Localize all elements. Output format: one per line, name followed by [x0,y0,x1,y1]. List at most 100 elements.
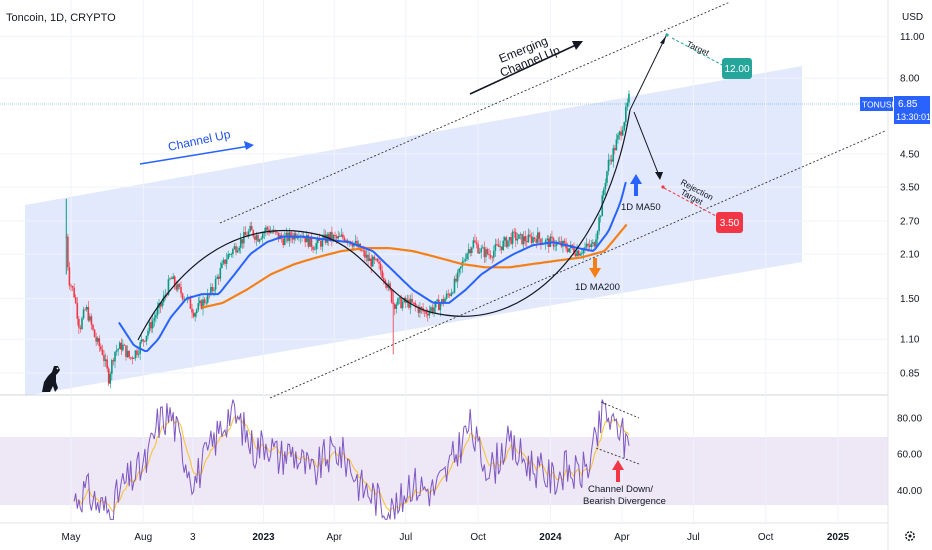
candle-body-357 [626,102,629,107]
candle-body-93 [211,286,214,291]
candle-body-254 [464,258,467,261]
candle-body-277 [500,246,503,251]
candle-body-66 [169,278,171,280]
candle-body-71 [177,284,179,290]
candle-body-42 [131,357,134,359]
price-tick-7: 1.10 [900,335,920,346]
symbol-tag: TONUSD [862,100,898,110]
candle-body-262 [477,244,479,254]
candle-body-345 [607,159,610,172]
candle-body-80 [191,308,193,313]
candle-body-38 [125,345,127,357]
candle-body-116 [247,231,250,237]
candle-body-337 [595,239,597,247]
time-tick-6: Oct [470,532,486,543]
candle-body-198 [376,258,379,262]
candle-body-48 [140,339,143,343]
candle-body-63 [164,294,167,296]
candle-body-211 [397,298,399,305]
candle-body-34 [118,342,121,349]
candle-body-99 [221,263,223,269]
candle-body-52 [147,330,149,336]
target-low-value: 3.50 [720,218,740,229]
candle-body-9 [79,327,82,329]
candle-body-355 [623,122,626,130]
candle-body-156 [310,236,313,247]
candle-body-135 [277,232,280,240]
candle-body-44 [134,350,137,359]
candle-body-218 [408,299,410,308]
candle-body-155 [309,236,311,247]
candle-body-329 [582,248,585,254]
candle-body-110 [238,247,240,251]
candle-body-143 [290,232,292,238]
candle-body-192 [367,254,369,261]
candle-body-305 [544,240,547,245]
candle-body-24 [103,354,105,362]
candle-body-109 [236,250,239,253]
rsi-axis[interactable]: 80.00 60.00 40.00 [897,413,922,497]
candle-body-290 [521,234,523,245]
candle-body-107 [233,246,236,250]
candle-body-151 [302,237,305,239]
candle-body-328 [581,253,583,255]
ma50-label: 1D MA50 [621,202,661,213]
candle-body-228 [423,311,426,313]
candle-body-95 [214,278,217,290]
candle-body-350 [615,139,618,151]
candle-body-343 [604,182,607,190]
dino-logo-icon [42,366,60,392]
price-axis[interactable]: 11.00 8.00 4.50 3.50 2.70 2.10 1.50 1.10 0.85 [900,32,925,380]
candle-body-314 [559,241,561,243]
candle-body-160 [316,238,319,244]
candle-body-46 [137,353,140,355]
candle-body-332 [587,243,589,246]
candle-body-147 [296,237,299,239]
candle-body-170 [332,235,335,240]
ma50-line [118,181,627,353]
candle-body-320 [568,248,571,252]
candle-body-342 [603,189,605,196]
candle-body-43 [133,358,135,360]
candle-body-19 [95,337,97,342]
candle-body-69 [173,276,176,286]
candle-body-297 [532,237,534,243]
candle-body-120 [254,236,256,240]
candle-body-306 [546,238,549,241]
target-high-badge: 12.00 [722,58,752,79]
candle-body-17 [92,324,94,330]
candle-body-317 [563,240,566,244]
candle-body-163 [321,238,324,247]
candle-body-169 [331,231,333,240]
candle-body-243 [447,293,450,295]
candle-body-85 [199,300,201,304]
candle-body-105 [230,254,233,255]
candle-body-21 [98,338,101,347]
candle-body-36 [122,344,124,351]
candle-body-349 [614,148,616,151]
time-axis[interactable]: May Aug 3 2023 Apr Jul Oct 2024 Apr Jul Oct 2025 [62,532,850,543]
candle-body-246 [452,292,454,294]
candle-body-287 [516,238,519,241]
candle-body-296 [530,236,533,243]
candle-body-121 [255,235,258,240]
candle-body-123 [258,239,261,242]
candle-body-260 [474,240,476,243]
candle-body-212 [398,297,401,299]
settings-gear-icon[interactable] [905,531,915,541]
candle-body-248 [455,278,457,282]
candle-body-273 [494,244,497,251]
candle-body-125 [261,233,264,239]
candle-body-101 [224,259,226,264]
ma200-annotation: 1D MA200 [575,258,620,293]
candle-body-40 [128,350,130,358]
candle-body-286 [514,232,517,241]
target-low-badge: 3.50 [716,212,743,233]
candle-body-90 [206,293,209,303]
candle-body-325 [576,250,578,257]
candle-body-139 [283,236,286,245]
chart-title: Toncoin, 1D, CRYPTO [6,12,116,24]
candle-body-351 [617,135,619,140]
channel-up-zone [25,66,802,396]
